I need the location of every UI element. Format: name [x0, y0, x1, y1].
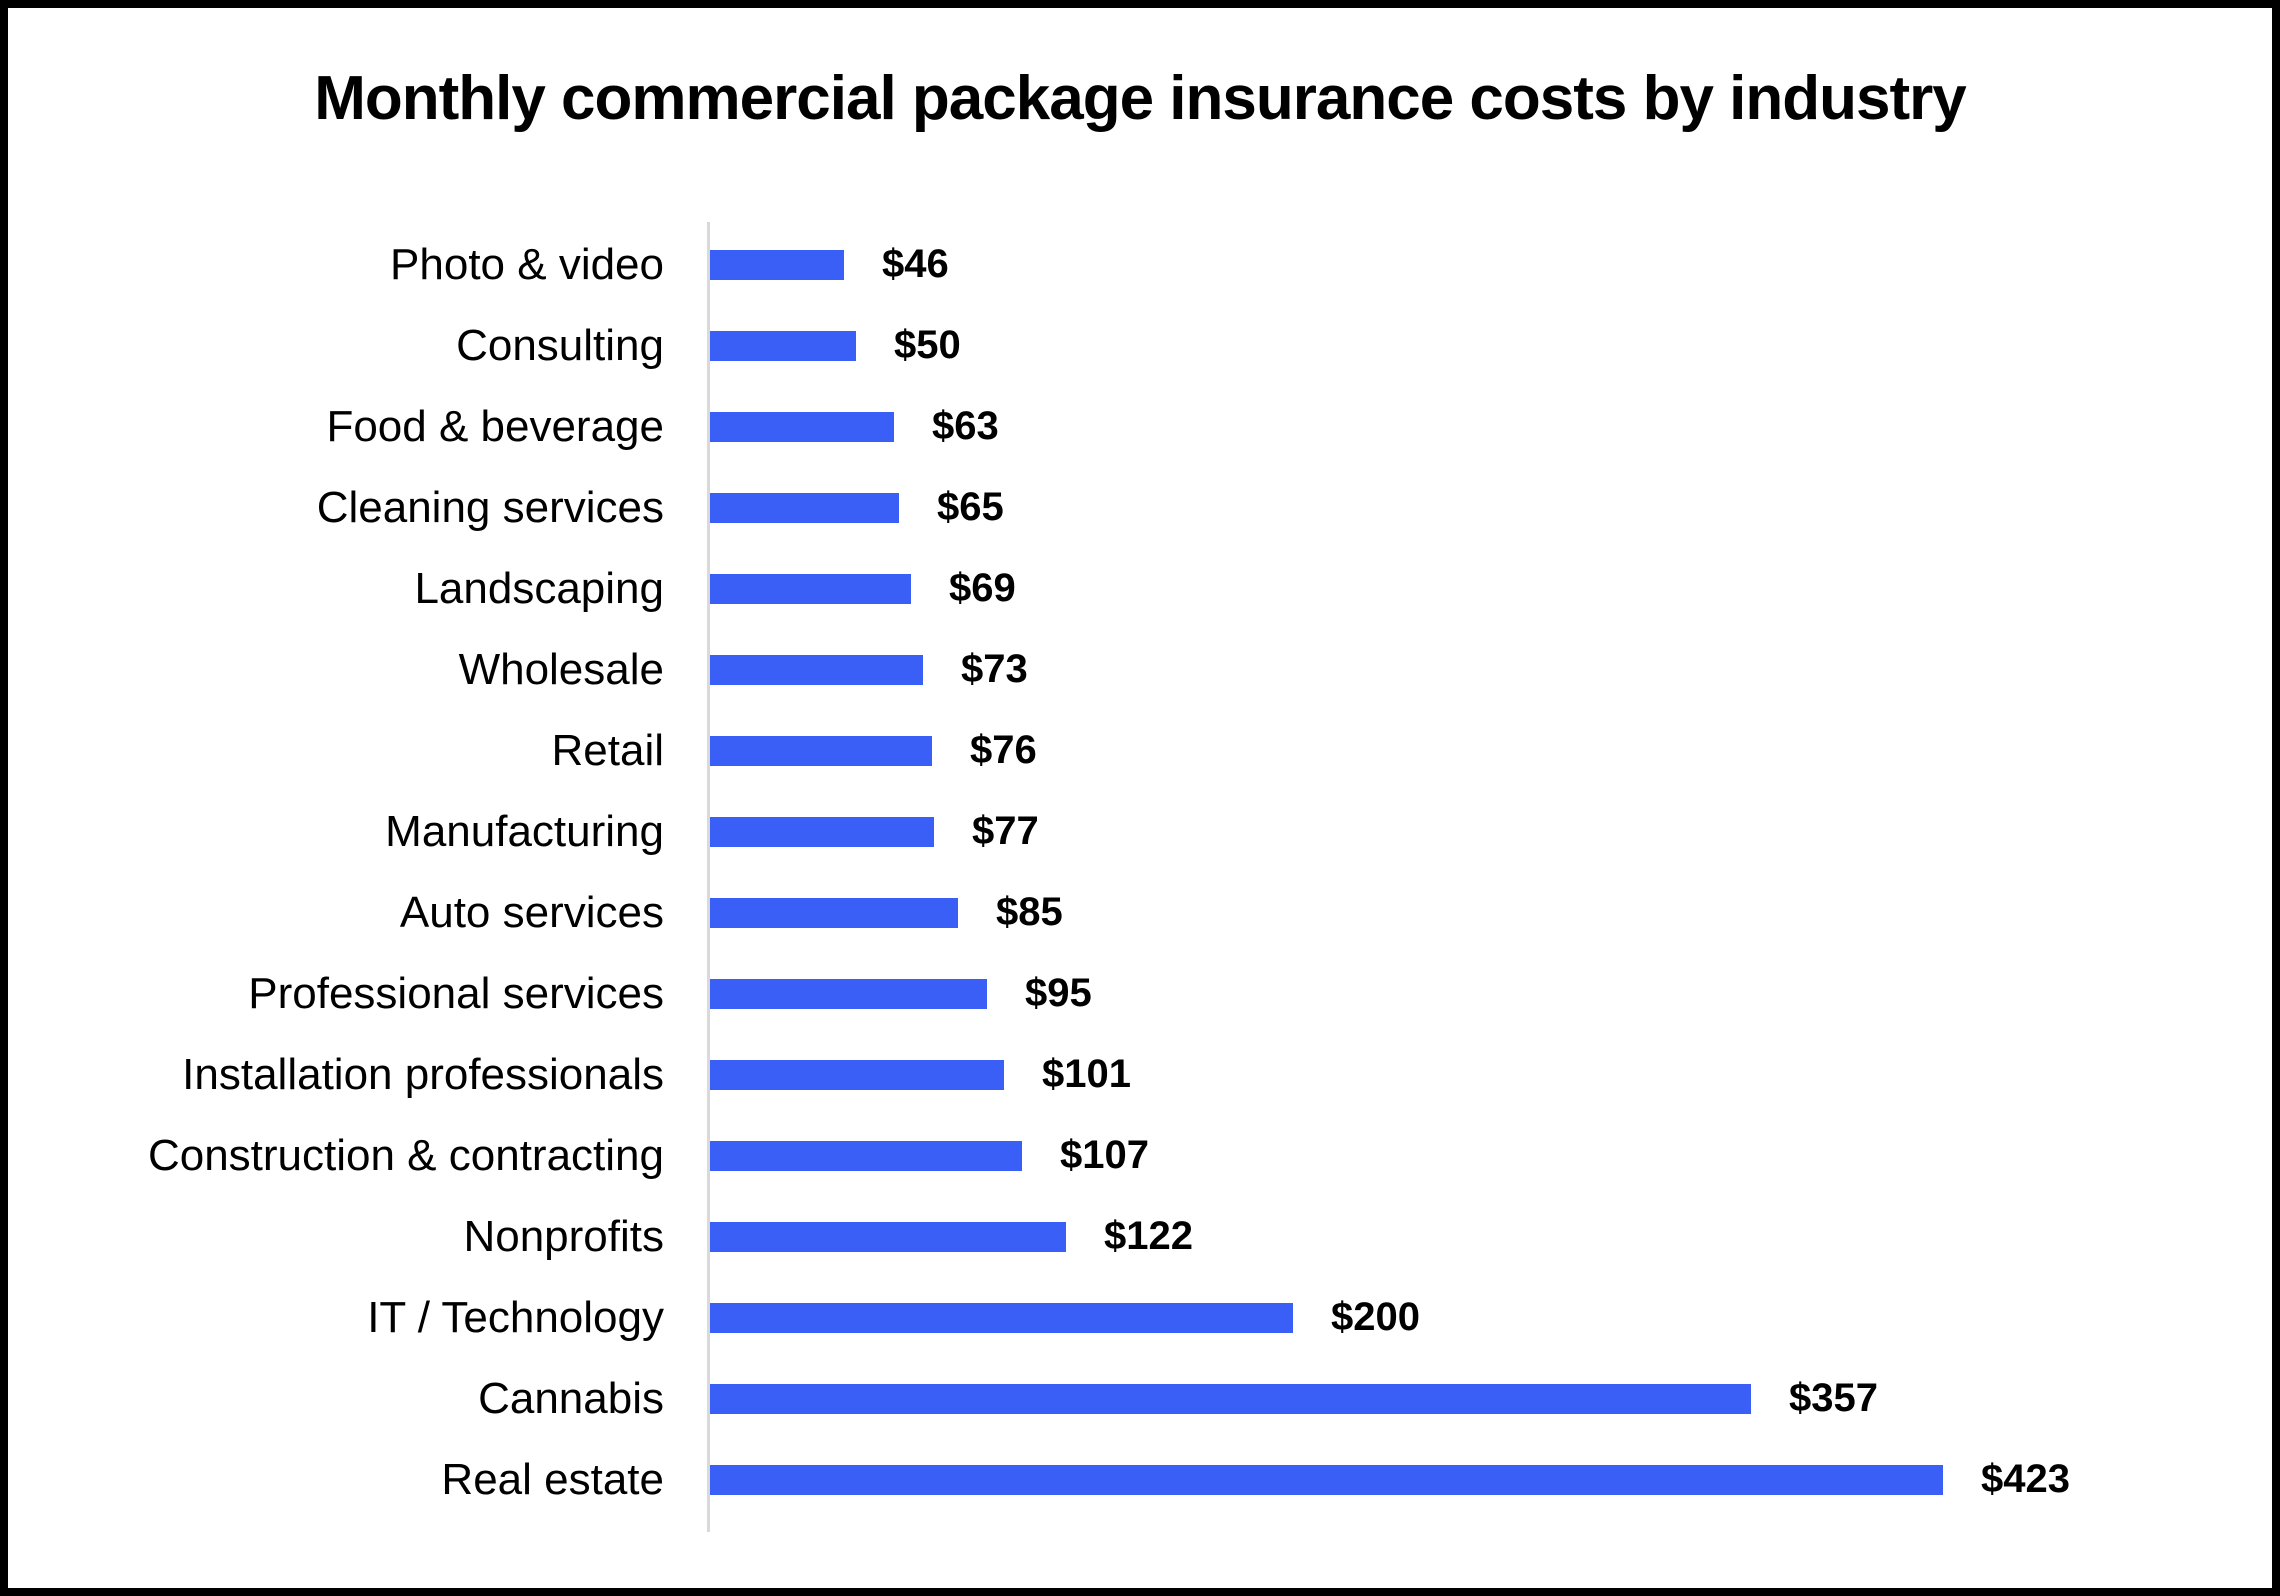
- bar: [710, 1383, 1751, 1414]
- category-label: Real estate: [441, 1454, 664, 1504]
- bar-zone: $85: [710, 890, 2272, 935]
- chart-rows: Photo & video $46 Consulting $50 Food & beve…: [8, 224, 2272, 1520]
- chart-title: Monthly commercial package insurance cos…: [314, 64, 1967, 133]
- bar-zone: $73: [710, 647, 2272, 692]
- bar: [710, 330, 856, 361]
- chart-row: Food & beverage $63: [8, 386, 2272, 467]
- value-label: $50: [894, 323, 961, 368]
- value-label: $85: [996, 890, 1063, 935]
- category-label: Landscaping: [414, 563, 664, 613]
- value-label: $77: [972, 809, 1039, 854]
- value-label: $46: [882, 242, 949, 287]
- bar-zone: $107: [710, 1133, 2272, 1178]
- bar: [710, 897, 958, 928]
- chart-row: Installation professionals $101: [8, 1034, 2272, 1115]
- value-label: $69: [949, 566, 1016, 611]
- chart-row: Manufacturing $77: [8, 791, 2272, 872]
- bar: [710, 492, 899, 523]
- bar-zone: $76: [710, 728, 2272, 773]
- category-label: IT / Technology: [367, 1292, 664, 1342]
- bar: [710, 1059, 1004, 1090]
- category-label: Professional services: [248, 968, 664, 1018]
- value-label: $200: [1331, 1295, 1420, 1340]
- value-label: $65: [937, 485, 1004, 530]
- chart-row: Real estate $423: [8, 1439, 2272, 1520]
- chart-row: Retail $76: [8, 710, 2272, 791]
- category-label: Nonprofits: [463, 1211, 664, 1261]
- category-label: Photo & video: [390, 239, 664, 289]
- value-label: $95: [1025, 971, 1092, 1016]
- category-label: Cannabis: [478, 1373, 664, 1423]
- bar-zone: $101: [710, 1052, 2272, 1097]
- bar-chart: Photo & video $46 Consulting $50 Food & beve…: [8, 222, 2272, 1533]
- bar: [710, 1221, 1066, 1252]
- bar-zone: $122: [710, 1214, 2272, 1259]
- bar: [710, 249, 844, 280]
- value-label: $107: [1060, 1133, 1149, 1178]
- value-label: $357: [1789, 1376, 1878, 1421]
- category-label: Retail: [551, 725, 665, 775]
- bar-zone: $77: [710, 809, 2272, 854]
- category-label: Wholesale: [458, 644, 664, 694]
- chart-row: Photo & video $46: [8, 224, 2272, 305]
- category-label: Auto services: [399, 887, 664, 937]
- category-label: Food & beverage: [326, 401, 664, 451]
- bar-zone: $65: [710, 485, 2272, 530]
- bar: [710, 573, 911, 604]
- chart-row: Landscaping $69: [8, 548, 2272, 629]
- chart-row: Cleaning services $65: [8, 467, 2272, 548]
- value-label: $63: [932, 404, 999, 449]
- chart-row: Consulting $50: [8, 305, 2272, 386]
- category-label: Manufacturing: [385, 806, 664, 856]
- bar: [710, 411, 894, 442]
- bar-zone: $200: [710, 1295, 2272, 1340]
- category-axis-line: [707, 222, 710, 1533]
- bar: [710, 654, 923, 685]
- bar: [710, 1302, 1293, 1333]
- chart-row: Auto services $85: [8, 872, 2272, 953]
- category-label: Cleaning services: [316, 482, 664, 532]
- chart-row: IT / Technology $200: [8, 1277, 2272, 1358]
- bar-zone: $95: [710, 971, 2272, 1016]
- bar: [710, 1140, 1022, 1171]
- value-label: $73: [961, 647, 1028, 692]
- bar: [710, 816, 934, 847]
- bar: [710, 735, 932, 766]
- bar-zone: $63: [710, 404, 2272, 449]
- chart-row: Construction & contracting $107: [8, 1115, 2272, 1196]
- value-label: $101: [1042, 1052, 1131, 1097]
- bar-zone: $357: [710, 1376, 2272, 1421]
- value-label: $76: [970, 728, 1037, 773]
- category-label: Installation professionals: [182, 1049, 664, 1099]
- bar-zone: $423: [710, 1457, 2272, 1502]
- chart-row: Professional services $95: [8, 953, 2272, 1034]
- chart-row: Cannabis $357: [8, 1358, 2272, 1439]
- bar: [710, 1464, 1943, 1495]
- chart-row: Nonprofits $122: [8, 1196, 2272, 1277]
- category-label: Consulting: [456, 320, 664, 370]
- category-label: Construction & contracting: [147, 1130, 664, 1180]
- bar-zone: $50: [710, 323, 2272, 368]
- value-label: $423: [1981, 1457, 2070, 1502]
- value-label: $122: [1104, 1214, 1193, 1259]
- bar-zone: $46: [710, 242, 2272, 287]
- bar: [710, 978, 987, 1009]
- chart-row: Wholesale $73: [8, 629, 2272, 710]
- bar-zone: $69: [710, 566, 2272, 611]
